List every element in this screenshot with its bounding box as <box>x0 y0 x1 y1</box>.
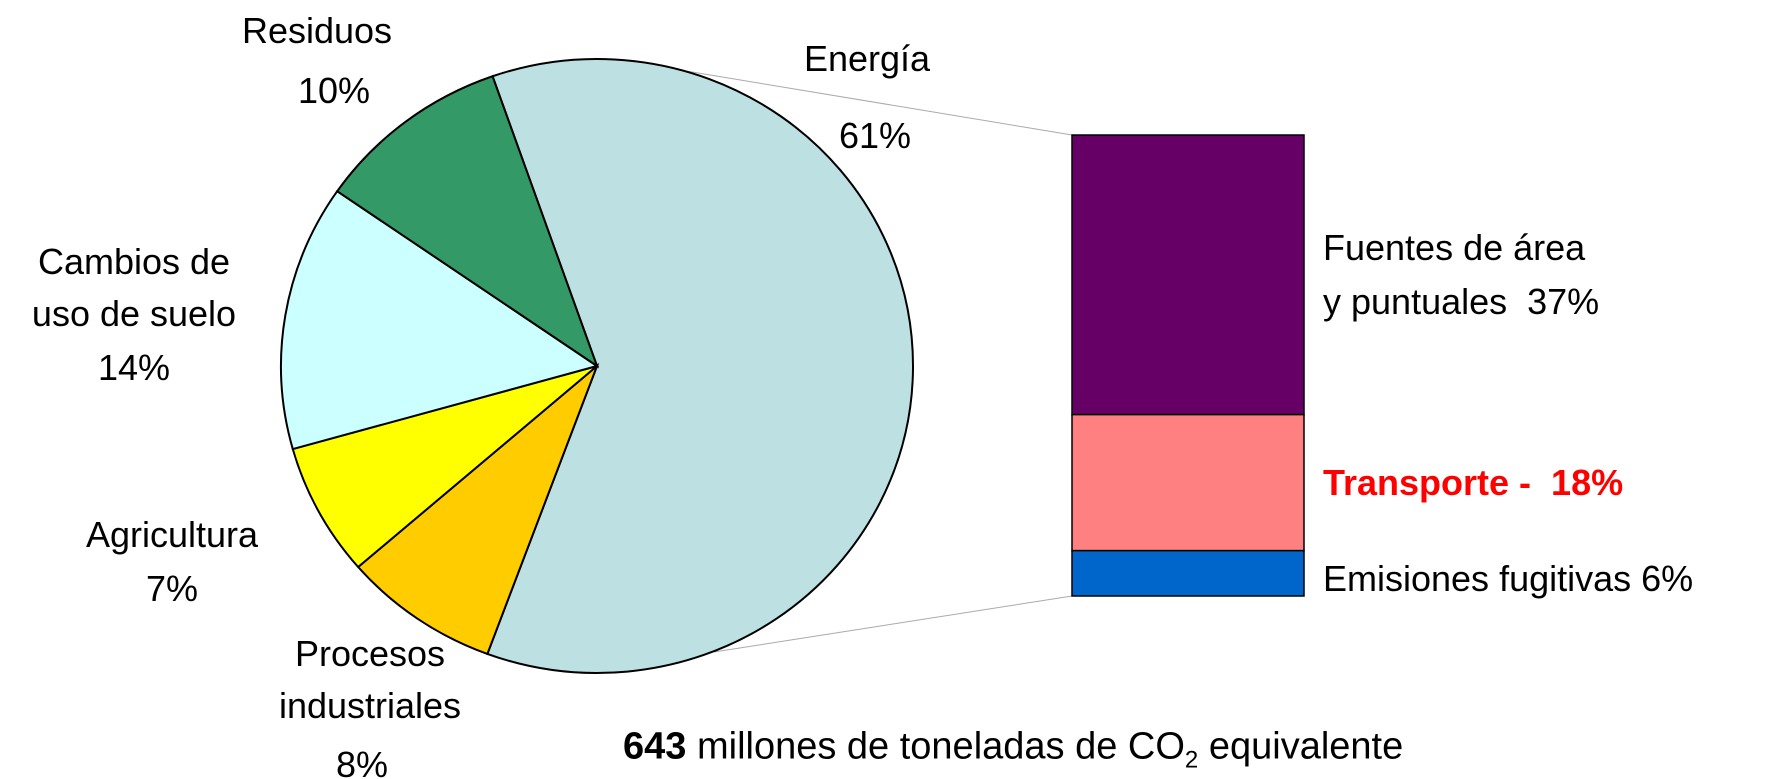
slice-label: Residuos <box>241 9 393 51</box>
pie-slice <box>356 362 600 656</box>
slice-value-label: 8% <box>335 743 389 779</box>
connector <box>667 67 1073 136</box>
bar-segment <box>1071 413 1305 552</box>
bar-segment <box>1071 549 1305 597</box>
footnote-text-after: equivalente <box>1208 725 1404 768</box>
slice-label: Agricultura <box>85 513 259 555</box>
subscript: 2 <box>1184 746 1199 774</box>
slice-value-label: 10% <box>297 69 371 111</box>
slice-label: Procesos industriales <box>278 632 462 726</box>
slice-value-label: 7% <box>145 567 199 609</box>
bar-segment <box>1071 134 1305 416</box>
bar-label: Fuentes de área y puntuales 37% <box>1323 226 1600 322</box>
slice-value-label: 61% <box>838 114 912 156</box>
pie-slice <box>335 74 599 369</box>
slice-label: Energía <box>803 37 931 79</box>
pie-slice <box>291 365 598 569</box>
pie-slice <box>280 189 600 451</box>
pie-slice <box>486 58 914 674</box>
slice-label: Cambios de uso de suelo <box>31 240 237 334</box>
total: 643 <box>623 725 687 768</box>
connector <box>713 595 1073 653</box>
bar-label: Emisiones fugitivas 6% <box>1323 558 1694 600</box>
slice-value-label: 14% <box>97 346 171 388</box>
bar-label: Transporte - 18% <box>1323 461 1624 503</box>
footnote-text: millones de toneladas de CO <box>696 725 1185 768</box>
footnote: 643 millones de toneladas de CO2 equival… <box>623 726 1403 775</box>
